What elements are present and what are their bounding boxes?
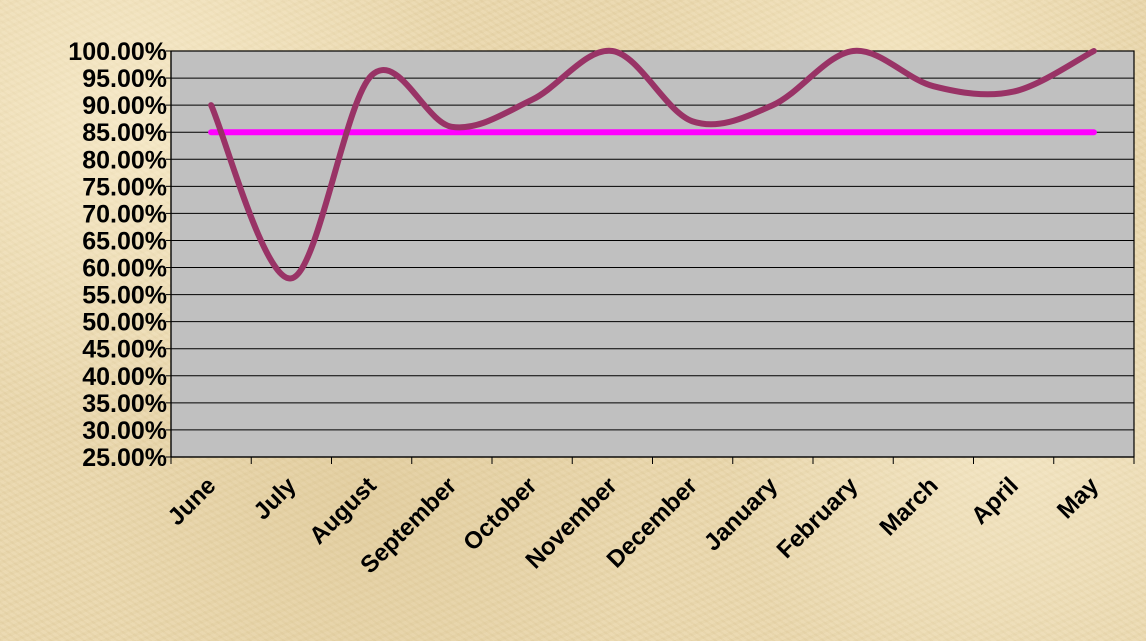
y-tick-label: 55.00%	[82, 282, 167, 310]
axes	[166, 50, 1135, 464]
y-tick-label: 35.00%	[82, 390, 167, 418]
y-tick-label: 95.00%	[82, 65, 167, 93]
y-tick-label: 80.00%	[82, 146, 167, 174]
plot-area	[170, 50, 1135, 458]
y-tick-label: 40.00%	[82, 363, 167, 391]
y-tick-label: 50.00%	[82, 309, 167, 337]
y-tick-label: 70.00%	[82, 200, 167, 228]
y-axis-tick-labels: 25.00%30.00%35.00%40.00%45.00%50.00%55.0…	[68, 38, 167, 472]
y-tick-label: 100.00%	[68, 38, 167, 66]
series-lines	[208, 47, 1097, 282]
x-axis-tick-labels: June July AugustSeptemberOctoberNovemberDe…	[163, 472, 1105, 579]
x-tick-label: June	[163, 472, 222, 531]
x-tick-label: April	[966, 472, 1024, 530]
x-tick-label: February	[772, 472, 864, 564]
x-tick-label: August	[304, 472, 382, 550]
y-tick-label: 65.00%	[82, 227, 167, 255]
y-tick-label: 25.00%	[82, 444, 167, 472]
x-tick-label: May	[1052, 472, 1105, 525]
x-tick-label: July	[249, 472, 303, 526]
y-tick-label: 45.00%	[82, 336, 167, 364]
x-tick-label: October	[458, 472, 542, 556]
y-tick-label: 90.00%	[82, 92, 167, 120]
x-tick-label: January	[699, 472, 784, 557]
y-tick-label: 60.00%	[82, 255, 167, 283]
y-tick-label: 75.00%	[82, 173, 167, 201]
x-tick-label: March	[875, 472, 944, 541]
y-tick-label: 85.00%	[82, 119, 167, 147]
y-tick-label: 30.00%	[82, 417, 167, 445]
